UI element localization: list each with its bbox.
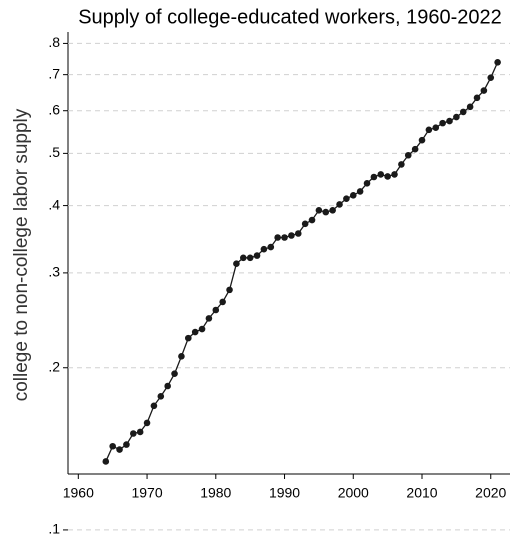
data-point [480,87,488,94]
data-point [384,173,391,180]
data-point [473,94,481,102]
y-tick-label: .7 [48,65,60,81]
x-tick-label: 1970 [131,485,162,501]
data-point [274,234,281,241]
data-point [439,119,446,127]
data-point [233,260,240,268]
x-tick-label: 2020 [475,485,506,501]
data-point [164,382,171,390]
data-point [398,161,405,168]
data-point [136,428,144,436]
data-point [404,151,412,159]
data-point [370,173,378,181]
data-point [432,124,440,131]
data-point [494,58,501,66]
x-tick-label: 2000 [338,485,369,501]
x-tick-label: 1990 [269,485,300,501]
data-point [315,207,323,214]
data-line [105,62,499,462]
data-point [418,136,426,144]
data-point [246,254,254,262]
data-point [322,208,330,216]
data-point [239,254,247,262]
data-point [260,245,268,253]
data-point [123,441,130,448]
data-point [171,370,178,377]
data-point [343,195,350,202]
x-tick-label: 1960 [63,485,94,501]
data-point [178,353,185,360]
data-point [377,171,385,178]
data-point [184,334,192,342]
y-tick-label: .3 [48,264,60,280]
data-point [363,179,371,187]
y-tick-label: .4 [48,196,60,212]
data-point [391,171,398,178]
data-point [446,117,453,125]
data-point [116,446,123,453]
data-point [267,243,275,251]
y-tick-label: .1 [48,521,60,537]
data-point [301,220,309,228]
data-point [191,328,199,336]
data-point [487,74,495,81]
data-point [102,458,110,465]
x-tick-label: 1980 [200,485,231,501]
data-point [356,188,364,195]
data-point [411,145,419,153]
chart-title: Supply of college-educated workers, 1960… [78,6,502,28]
data-point [253,252,261,259]
data-point [349,191,357,199]
data-point [226,286,233,294]
data-point [453,113,460,121]
data-point [425,126,433,134]
data-point [466,103,474,111]
data-point [143,419,151,427]
data-point [336,201,343,208]
data-point [205,315,213,322]
data-point [157,393,165,400]
y-tick-label: .2 [48,358,60,374]
data-point [329,207,336,214]
data-point [212,306,220,314]
data-point [281,234,288,241]
y-axis-label: college to non-college labor supply [11,108,32,401]
data-point [288,232,295,239]
data-point [308,216,316,224]
data-point [459,108,467,116]
data-point [294,230,302,237]
data-point [109,442,116,450]
y-tick-label: .5 [48,144,60,160]
data-point [219,298,226,306]
data-point [198,325,206,333]
data-point [150,402,158,410]
data-point [130,430,137,437]
x-tick-label: 2010 [406,485,437,501]
y-tick-label: .6 [48,101,60,117]
y-tick-label: .8 [48,34,60,50]
